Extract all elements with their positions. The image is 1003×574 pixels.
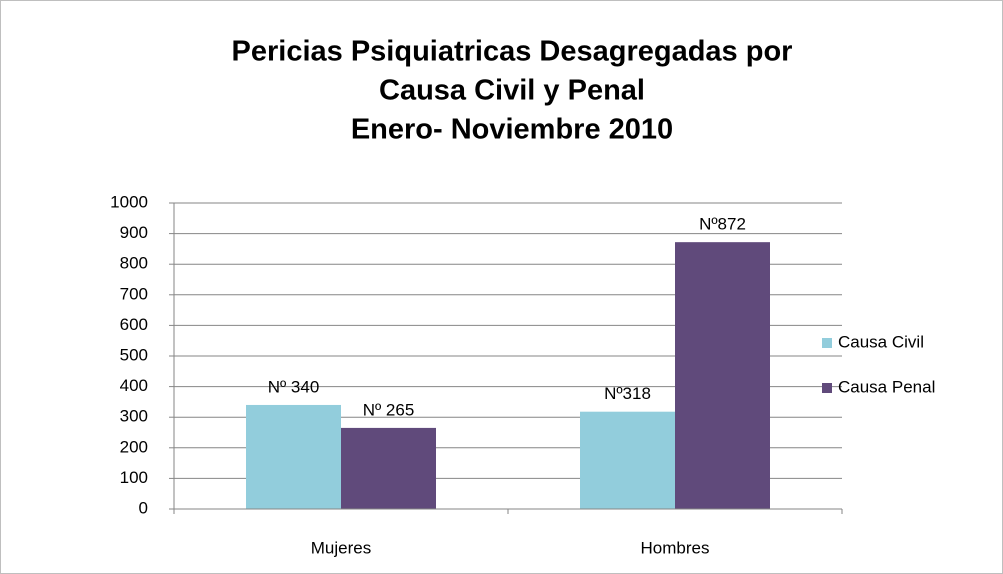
y-tick-label: 200 bbox=[120, 437, 148, 456]
bar bbox=[341, 427, 436, 509]
y-tick-label: 600 bbox=[120, 315, 148, 334]
y-tick-label: 0 bbox=[139, 498, 148, 517]
x-tick-label: Mujeres bbox=[311, 538, 371, 557]
y-tick-label: 900 bbox=[120, 223, 148, 242]
chart-title: Pericias Psiquiatricas Desagregadas por bbox=[232, 36, 793, 68]
y-tick-label: 1000 bbox=[110, 192, 148, 211]
legend-swatch bbox=[822, 383, 832, 393]
legend-swatch bbox=[822, 338, 832, 348]
x-tick-label: Hombres bbox=[641, 538, 710, 557]
value-label: Nº 265 bbox=[363, 400, 415, 419]
y-tick-label: 800 bbox=[120, 254, 148, 273]
value-label: Nº318 bbox=[604, 384, 651, 403]
y-tick-label: 400 bbox=[120, 376, 148, 395]
y-tick-label: 700 bbox=[120, 284, 148, 303]
y-tick-label: 500 bbox=[120, 345, 148, 364]
value-label: Nº872 bbox=[699, 215, 746, 234]
legend-label: Causa Penal bbox=[838, 377, 935, 396]
chart-title: Enero- Noviembre 2010 bbox=[351, 114, 673, 146]
value-label: Nº 340 bbox=[268, 377, 320, 396]
legend-label: Causa Civil bbox=[838, 332, 924, 351]
bar bbox=[675, 242, 770, 509]
chart-title: Causa Civil y Penal bbox=[379, 75, 645, 107]
bar bbox=[246, 404, 341, 509]
bar bbox=[580, 411, 675, 509]
y-tick-label: 100 bbox=[120, 468, 148, 487]
y-tick-label: 300 bbox=[120, 407, 148, 426]
